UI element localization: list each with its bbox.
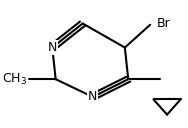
Text: N: N	[88, 90, 98, 103]
Text: N: N	[48, 41, 57, 54]
Text: CH$_3$: CH$_3$	[2, 72, 27, 87]
Text: Br: Br	[157, 17, 171, 30]
